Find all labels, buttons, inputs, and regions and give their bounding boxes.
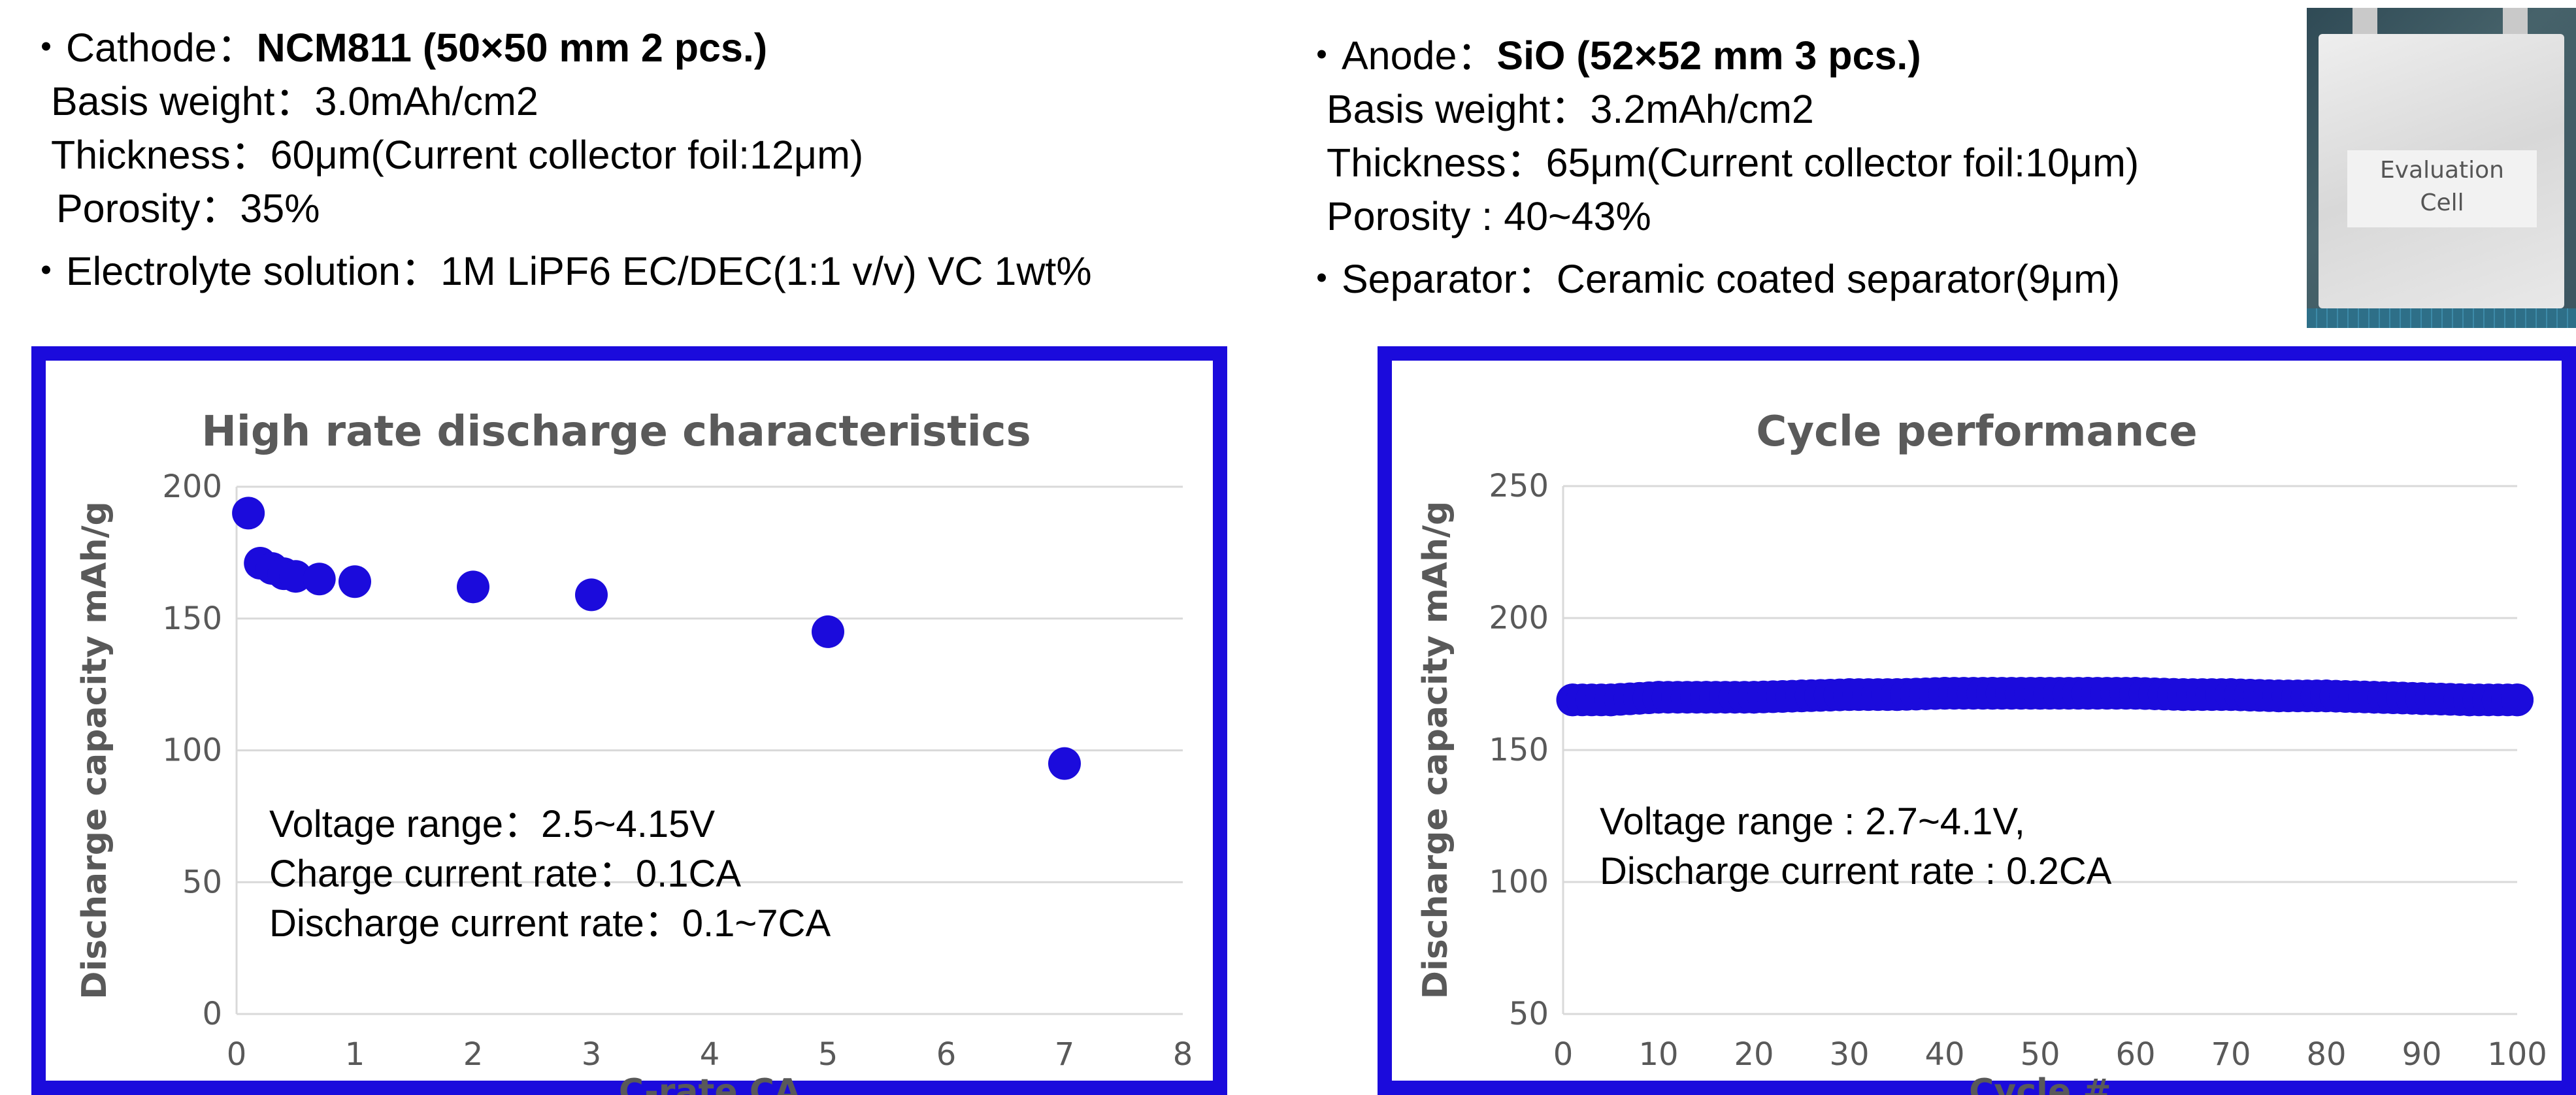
rate-chart-data-point (575, 578, 608, 612)
cycle-chart-panel: Cycle performance 50 100 150 200 250 0 10 20 30 4… (1378, 346, 2576, 1095)
cycle-chart-x-axis-label: Cycle # (1969, 1072, 2111, 1095)
cell-tab-left (2353, 8, 2377, 38)
cathode-value: NCM811 (50×50 mm 2 pcs.) (256, 25, 768, 70)
cathode-porosity-line: Porosity：35% (26, 182, 1092, 235)
rate-chart-x-tick-label: 0 (227, 1036, 247, 1073)
rate-chart-y-axis-label: Discharge capacity mAh/g (75, 501, 114, 1000)
anode-specs: ・Anode：SiO (52×52 mm 3 pcs.) Basis weigh… (1302, 29, 2139, 306)
evaluation-cell-label-line2: Cell (2420, 189, 2464, 216)
ruler (2307, 308, 2576, 328)
anode-line: ・Anode：SiO (52×52 mm 3 pcs.) (1302, 29, 2139, 82)
cycle-chart-y-tick-label: 150 (1489, 732, 1549, 768)
rate-chart-y-tick-label: 50 (182, 864, 222, 900)
cathode-basis-weight-line: Basis weight：3.0mAh/cm2 (26, 74, 1092, 128)
rate-chart-data-point (303, 563, 336, 596)
electrolyte: ・Electrolyte solution：1M LiPF6 EC/DEC(1:… (26, 249, 1092, 293)
cycle-chart-x-tick-label: 60 (2115, 1036, 2155, 1073)
cell-tab-right (2503, 8, 2528, 38)
rate-chart-x-tick-label: 6 (936, 1036, 957, 1073)
cycle-chart-y-tick-label: 250 (1489, 468, 1549, 504)
rate-note-charge: Charge current rate：0.1CA (269, 853, 742, 895)
anode-porosity-line: Porosity : 40~43% (1302, 189, 2139, 243)
cathode-thickness-line: Thickness：60μm(Current collector foil:12… (26, 128, 1092, 182)
cathode-line: ・Cathode：NCM811 (50×50 mm 2 pcs.) (26, 21, 1092, 74)
cycle-chart-x-tick-label: 20 (1734, 1036, 1774, 1073)
rate-chart-y-tick-label: 150 (162, 600, 222, 637)
anode-value: SiO (52×52 mm 3 pcs.) (1496, 33, 1921, 78)
rate-note-discharge: Discharge current rate：0.1~7CA (269, 902, 831, 945)
cathode-specs: ・Cathode：NCM811 (50×50 mm 2 pcs.) Basis … (26, 21, 1092, 298)
cycle-chart-y-tick-label: 100 (1489, 864, 1549, 900)
rate-chart-data-point (232, 497, 265, 530)
cycle-chart-data-point (2501, 683, 2534, 717)
rate-chart-data-point (279, 560, 312, 593)
cycle-note-voltage: Voltage range : 2.7~4.1V, (1600, 800, 2025, 843)
rate-chart-x-axis-label: C-rate CA (619, 1072, 801, 1095)
cycle-chart-title: Cycle performance (1756, 408, 2198, 456)
cathode-porosity: Porosity：35% (56, 186, 320, 231)
cycle-chart-x-tick-label: 50 (2020, 1036, 2060, 1073)
anode-porosity: Porosity : 40~43% (1327, 194, 1651, 238)
evaluation-cell-label: Evaluation Cell (2347, 150, 2537, 227)
cycle-chart-y-axis-label: Discharge capacity mAh/g (1416, 501, 1455, 1000)
rate-chart-data-point (339, 565, 371, 598)
cycle-note-discharge: Discharge current rate : 0.2CA (1600, 850, 2112, 892)
anode-thickness-line: Thickness：65μm(Current collector foil:10… (1302, 136, 2139, 189)
rate-chart-x-tick-label: 7 (1055, 1036, 1075, 1073)
cycle-chart-x-tick-label: 40 (1924, 1036, 1964, 1073)
rate-chart-data-point (457, 570, 489, 604)
separator-line: ・Separator：Ceramic coated separator(9μm) (1302, 252, 2139, 306)
rate-chart-x-tick-label: 2 (463, 1036, 484, 1073)
cathode-thickness: Thickness：60μm(Current collector foil:12… (51, 133, 864, 177)
rate-chart-data-point (1048, 747, 1081, 780)
cycle-chart-x-tick-label: 100 (2487, 1036, 2547, 1073)
rate-chart-y-tick-label: 200 (162, 468, 222, 505)
cycle-chart-x-tick-label: 10 (1638, 1036, 1678, 1073)
anode-prefix: ・Anode： (1302, 33, 1497, 78)
anode-basis-weight: Basis weight：3.2mAh/cm2 (1327, 87, 1814, 131)
rate-chart-title: High rate discharge characteristics (201, 408, 1031, 456)
anode-thickness: Thickness：65μm(Current collector foil:10… (1327, 140, 2139, 185)
cycle-chart-notes: Voltage range : 2.7~4.1V, Discharge curr… (1600, 797, 2111, 896)
rate-chart-x-tick-label: 4 (700, 1036, 720, 1073)
rate-chart-plot: 0 50 100 150 200 0 1 2 3 4 5 6 7 8 C-rate CA Discharge … (75, 468, 1193, 1095)
rate-note-voltage: Voltage range：2.5~4.15V (269, 803, 716, 845)
rate-chart-data-point (812, 615, 844, 648)
cathode-prefix: ・Cathode： (26, 25, 257, 70)
rate-chart-y-tick-label: 100 (162, 732, 222, 769)
evaluation-cell-label-line1: Evaluation (2380, 157, 2504, 184)
rate-chart-y-tick-label: 0 (202, 996, 222, 1032)
cycle-chart-y-tick-label: 200 (1489, 600, 1549, 636)
electrolyte-line: ・Electrolyte solution：1M LiPF6 EC/DEC(1:… (26, 244, 1092, 298)
cycle-chart-x-tick-label: 90 (2402, 1036, 2441, 1073)
anode-basis-weight-line: Basis weight：3.2mAh/cm2 (1302, 82, 2139, 136)
cathode-basis-weight: Basis weight：3.0mAh/cm2 (51, 79, 538, 123)
rate-chart-x-tick-label: 1 (345, 1036, 365, 1073)
rate-chart-x-tick-label: 5 (818, 1036, 838, 1073)
cycle-chart-x-tick-label: 30 (1829, 1036, 1869, 1073)
cycle-chart-plot: 50 100 150 200 250 0 10 20 30 40 50 60 70 80 90 100 Cycl… (1416, 468, 2547, 1095)
cycle-chart-x-tick-label: 70 (2211, 1036, 2251, 1073)
rate-chart-panel: High rate discharge characteristics 0 50 1… (31, 346, 1227, 1095)
separator: ・Separator：Ceramic coated separator(9μm) (1302, 257, 2121, 301)
cycle-chart-x-tick-label: 0 (1553, 1036, 1574, 1073)
rate-chart-x-tick-label: 8 (1173, 1036, 1193, 1073)
cycle-chart-y-tick-label: 50 (1509, 996, 1549, 1032)
rate-chart-x-tick-label: 3 (582, 1036, 602, 1073)
rate-chart-notes: Voltage range：2.5~4.15V Charge current r… (269, 800, 831, 949)
evaluation-cell-photo: Evaluation Cell (2307, 8, 2576, 328)
cycle-chart-x-tick-label: 80 (2306, 1036, 2346, 1073)
